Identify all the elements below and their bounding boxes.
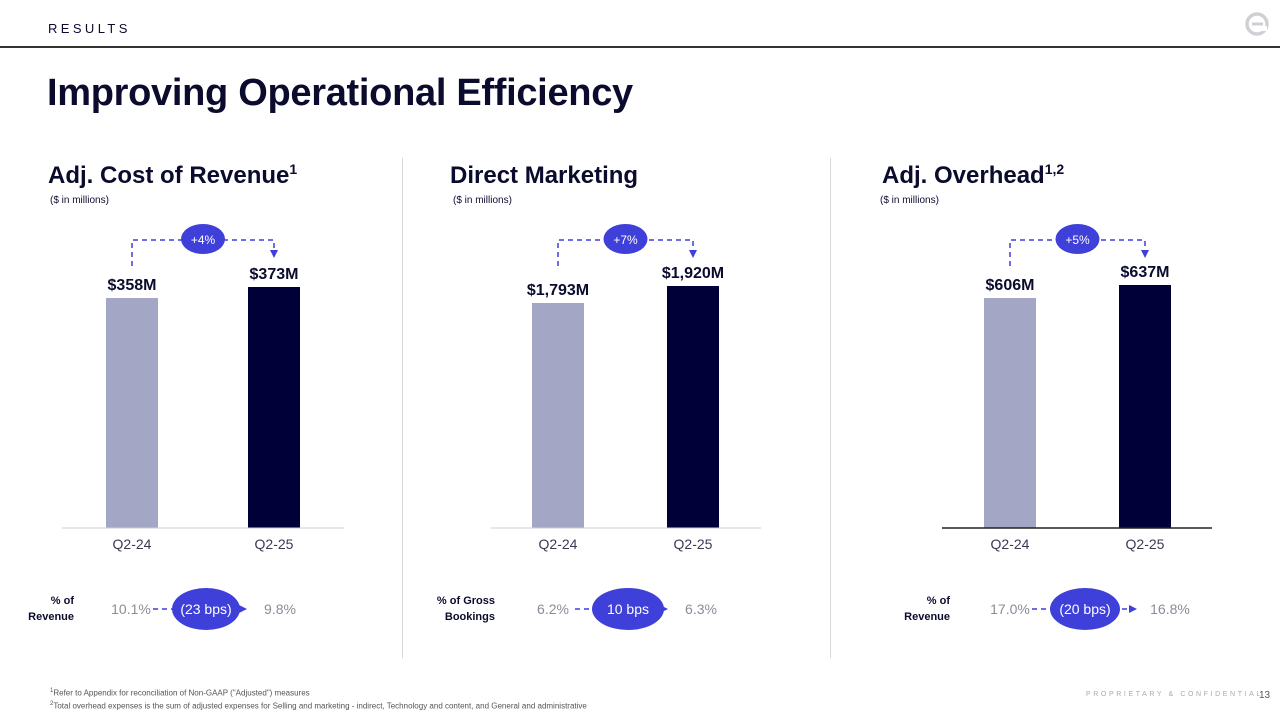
chart3-ratio-pill (1050, 588, 1120, 630)
chart1-bar-Q2-25 (248, 287, 300, 528)
chart3-bar-Q2-24 (984, 298, 1036, 528)
panel-divider-2 (830, 158, 831, 658)
chart3-ratio-change: (20 bps) (1059, 601, 1110, 617)
chart3-category-label: Q2-25 (1126, 536, 1165, 552)
chart3-bar-Q2-25 (1119, 285, 1171, 528)
panel-divider-1 (402, 158, 403, 658)
chart2-ratio-to: 6.3% (685, 601, 717, 617)
chart2-category-label: Q2-24 (539, 536, 578, 552)
footnotes: 1Refer to Appendix for reconciliation of… (50, 686, 587, 711)
chart2-value-label: $1,793M (527, 282, 589, 299)
chart1-ratio-change: (23 bps) (180, 601, 231, 617)
chart3-ratio-to: 16.8% (1150, 601, 1190, 617)
chart2-ratio-label-line2: Bookings (445, 611, 495, 623)
panel-subtitle-overhead: ($ in millions) (880, 195, 939, 206)
panel-title-overhead: Adj. Overhead1,2 (882, 161, 1065, 189)
chart1-category-label: Q2-24 (113, 536, 152, 552)
chart2-category-label: Q2-25 (674, 536, 713, 552)
page-title: Improving Operational Efficiency (47, 72, 633, 114)
chart1-bar-Q2-24 (106, 298, 158, 528)
panel-title-cost-of-revenue: Adj. Cost of Revenue1 (48, 161, 298, 189)
chart1-change-label: +4% (191, 233, 216, 247)
brand-logo-icon (1245, 12, 1269, 36)
chart2-ratio-from: 6.2% (537, 601, 569, 617)
chart3-ratio-label-line1: % of (927, 595, 951, 607)
chart2-ratio-pill (592, 588, 664, 630)
chart3-change-pill (1055, 224, 1100, 254)
chart3-value-label: $637M (1121, 264, 1170, 281)
panel-title-direct-marketing: Direct Marketing (450, 162, 639, 189)
section-label: RESULTS (48, 21, 131, 36)
chart1-ratio-to: 9.8% (264, 601, 296, 617)
chart3-category-label: Q2-24 (991, 536, 1030, 552)
chart1-category-label: Q2-25 (255, 536, 294, 552)
top-rule (0, 46, 1280, 48)
chart1-ratio-pill (172, 588, 240, 630)
chart2-ratio-change: 10 bps (607, 601, 649, 617)
footnote-1: 1Refer to Appendix for reconciliation of… (50, 688, 310, 698)
chart1-value-label: $358M (108, 277, 157, 294)
chart2-ratio-label-line1: % of Gross (437, 595, 495, 607)
chart1-change-pill (181, 224, 225, 254)
chart2-value-label: $1,920M (662, 265, 724, 282)
panel-subtitle-cost-of-revenue: ($ in millions) (50, 195, 109, 206)
chart1-value-label: $373M (250, 266, 299, 283)
chart2-bar-Q2-25 (667, 286, 719, 528)
chart2-change-label: +7% (613, 233, 638, 247)
chart1-ratio-label-line1: % of (51, 595, 75, 607)
chart3-value-label: $606M (986, 277, 1035, 294)
panel-subtitle-direct-marketing: ($ in millions) (453, 195, 512, 206)
chart1-change-connector (131, 239, 278, 266)
chart1-ratio-from: 10.1% (111, 601, 151, 617)
chart3-ratio-from: 17.0% (990, 601, 1030, 617)
footnote-2: 2Total overhead expenses is the sum of a… (50, 700, 587, 711)
confidential-label: PROPRIETARY & CONFIDENTIAL (1086, 691, 1263, 698)
page-number: 13 (1259, 690, 1271, 701)
chart2-change-pill (603, 224, 648, 254)
chart3-change-label: +5% (1065, 233, 1090, 247)
chart1-ratio-label-line2: Revenue (28, 611, 74, 623)
chart2-bar-Q2-24 (532, 303, 584, 528)
chart3-ratio-label-line2: Revenue (904, 611, 950, 623)
